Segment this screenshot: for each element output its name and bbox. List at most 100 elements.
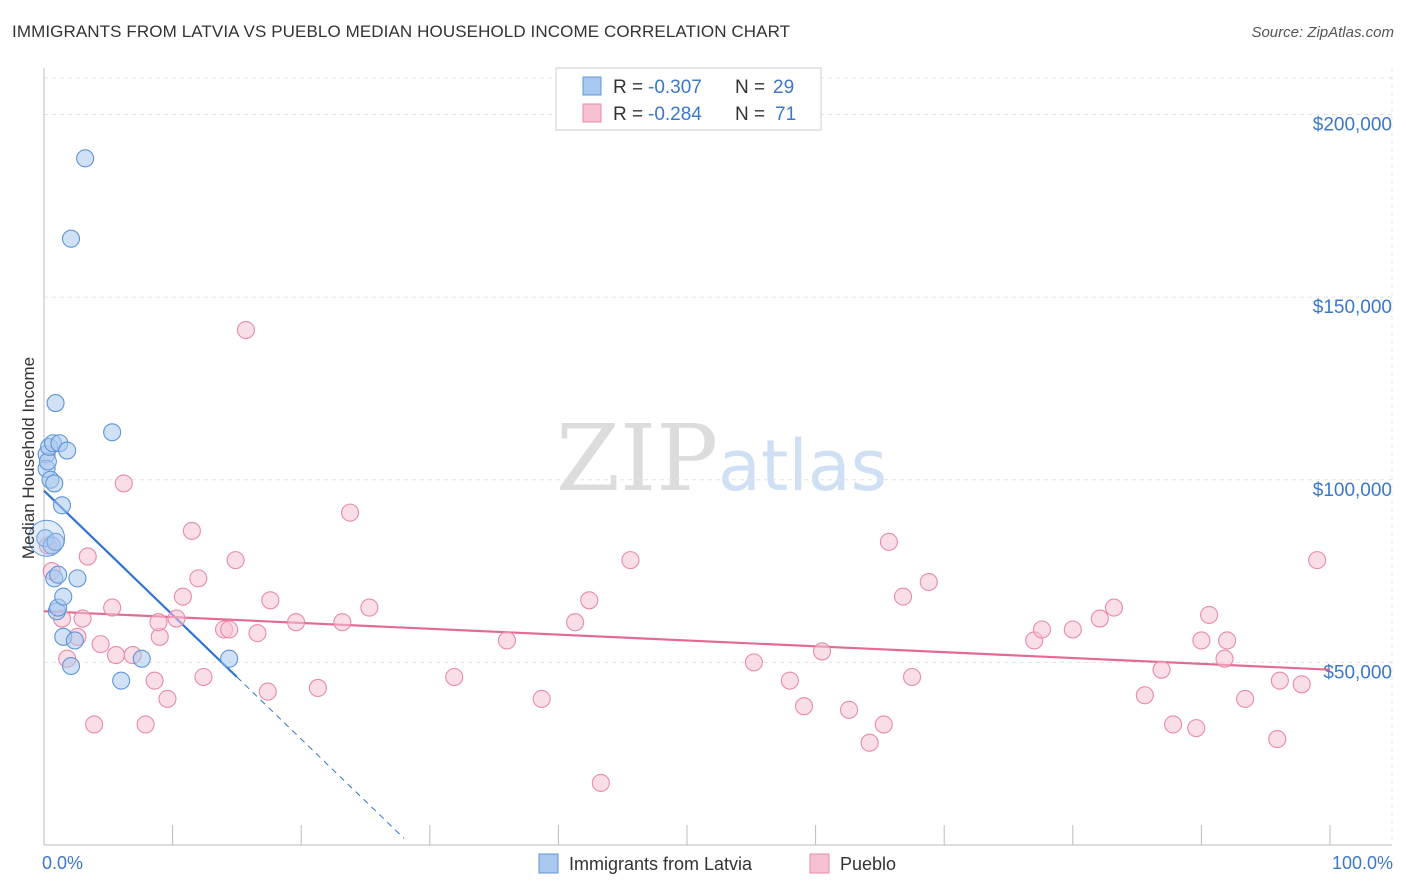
watermark-atlas: atlas	[718, 425, 887, 507]
pueblo-point	[194, 667, 213, 687]
pueblo-point	[136, 715, 155, 734]
pueblo-point	[308, 678, 327, 697]
pueblo-point	[258, 682, 277, 701]
pueblo-point	[103, 598, 122, 617]
pueblo-point	[261, 591, 280, 610]
legend-r-value-latvia: -0.307	[648, 77, 702, 98]
y-axis-label: Median Household Income	[19, 357, 38, 559]
latvia-point	[220, 649, 239, 668]
pueblo-point	[1192, 631, 1211, 650]
latvia-trend-extension	[236, 676, 405, 839]
pueblo-point	[248, 624, 267, 643]
legend-swatch-latvia	[582, 76, 602, 96]
bottom-legend-swatch-latvia	[538, 853, 559, 874]
pueblo-point	[360, 598, 379, 617]
pueblo-point	[839, 700, 859, 719]
chart-title: IMMIGRANTS FROM LATVIA VS PUEBLO MEDIAN …	[12, 22, 791, 41]
pueblo-point	[114, 474, 133, 493]
pueblo-point	[1063, 620, 1082, 639]
pueblo-point	[73, 609, 92, 628]
y-tick-label: $100,000	[1313, 480, 1392, 501]
pueblo-point	[919, 572, 938, 592]
pueblo-point	[173, 587, 192, 606]
latvia-point	[112, 671, 131, 690]
legend-r-label: R =	[613, 77, 643, 98]
latvia-point	[45, 474, 64, 493]
pueblo-point	[1090, 609, 1109, 628]
pueblo-point	[744, 653, 763, 672]
pueblo-point	[167, 609, 186, 628]
y-tick-label: $200,000	[1313, 115, 1392, 136]
bottom-legend-label-latvia: Immigrants from Latvia	[569, 854, 753, 874]
pueblo-trend-line	[43, 610, 1331, 671]
pueblo-point	[85, 715, 104, 734]
pueblo-point	[621, 551, 640, 570]
pueblo-point	[189, 569, 208, 588]
pueblo-point	[1200, 605, 1219, 624]
pueblo-point	[874, 715, 893, 734]
pueblo-point	[532, 689, 551, 708]
pueblo-point	[445, 667, 464, 687]
pueblo-point	[497, 631, 517, 650]
pueblo-point	[1268, 730, 1287, 749]
pueblo-point	[1187, 719, 1206, 738]
pueblo-point	[220, 620, 239, 639]
y-tick-label: $150,000	[1313, 297, 1392, 318]
legend-n-label: N =	[735, 104, 765, 125]
bottom-legend-label-pueblo: Pueblo	[840, 854, 896, 874]
trend-lines	[43, 489, 1331, 839]
x-tick-label: 0.0%	[42, 853, 83, 873]
y-tick-label: $50,000	[1323, 662, 1392, 683]
pueblo-point	[1032, 620, 1051, 639]
bottom-legend-swatch-pueblo	[809, 853, 830, 874]
data-points	[28, 149, 1327, 792]
tick-labels: $50,000 $100,000 $150,000 $200,000 0.0% 100.0…	[42, 115, 1393, 873]
latvia-trend-line	[43, 489, 238, 678]
latvia-point	[61, 229, 81, 248]
pueblo-point	[1292, 675, 1311, 694]
source-label: Source: ZipAtlas.com	[1251, 24, 1394, 41]
pueblo-point	[1308, 551, 1327, 570]
pueblo-point	[591, 773, 610, 792]
latvia-point	[49, 565, 68, 584]
pueblo-point	[1164, 715, 1183, 734]
pueblo-point	[1104, 598, 1124, 617]
latvia-point	[61, 656, 81, 676]
pueblo-point	[287, 613, 306, 632]
pueblo-point	[1218, 631, 1237, 650]
latvia-point	[52, 496, 72, 515]
pueblo-point	[1236, 689, 1255, 708]
legend-r-value-pueblo: -0.284	[648, 104, 702, 125]
latvia-point	[103, 423, 122, 442]
pueblo-point	[1135, 686, 1154, 705]
legend-r-label: R =	[613, 104, 643, 125]
pueblo-point	[226, 551, 245, 570]
pueblo-point	[860, 733, 879, 752]
pueblo-point	[341, 503, 360, 522]
pueblo-point	[182, 521, 201, 540]
legend-n-label: N =	[735, 77, 765, 98]
latvia-point	[54, 587, 73, 606]
pueblo-point	[158, 689, 177, 708]
watermark-zip: ZIP	[556, 405, 718, 512]
latvia-point	[76, 149, 95, 168]
pueblo-point	[580, 591, 599, 610]
correlation-legend: R = -0.307 N = 29 R = -0.284 N = 71	[555, 67, 822, 131]
pueblo-point	[106, 646, 126, 665]
pueblo-point	[794, 697, 814, 716]
series-legend: Immigrants from Latvia Pueblo	[538, 853, 896, 874]
pueblo-point	[91, 635, 110, 654]
pueblo-point	[1215, 649, 1234, 668]
pueblo-point	[145, 671, 164, 690]
legend-swatch-pueblo	[582, 103, 602, 123]
latvia-point	[28, 519, 66, 557]
pueblo-point	[879, 532, 898, 551]
latvia-point	[65, 631, 84, 650]
pueblo-point	[902, 667, 922, 687]
latvia-point	[132, 649, 151, 668]
x-tick-label: 100.0%	[1332, 853, 1393, 873]
pueblo-point	[566, 613, 585, 632]
latvia-point	[46, 394, 65, 413]
pueblo-point	[149, 613, 168, 632]
